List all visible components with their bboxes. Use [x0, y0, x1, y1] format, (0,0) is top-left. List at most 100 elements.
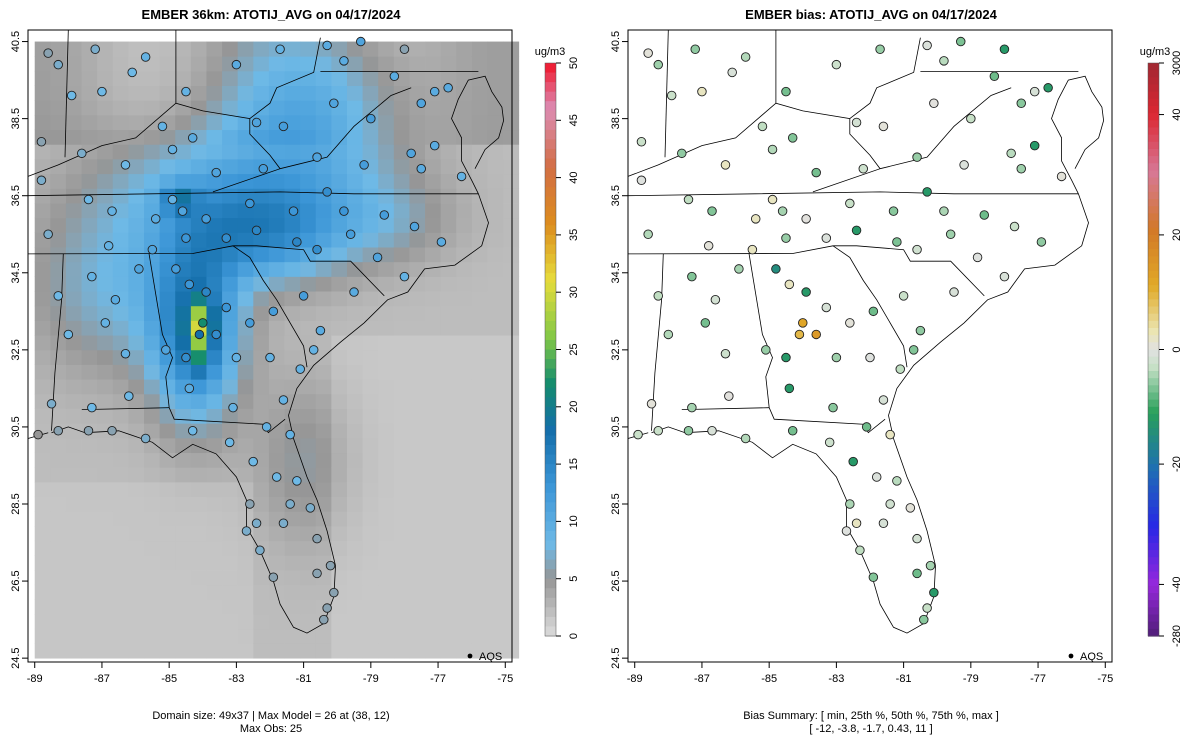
- heatmap-cell: [378, 379, 395, 395]
- heatmap-cell: [128, 217, 145, 233]
- aqs-site-marker: [339, 56, 349, 66]
- bias-site-marker: [841, 526, 852, 536]
- y-tick-label: 28.5: [610, 493, 622, 514]
- heatmap-cell: [128, 599, 145, 615]
- heatmap-cell: [362, 320, 379, 336]
- heatmap-cell: [300, 217, 317, 233]
- heatmap-cell: [175, 217, 192, 233]
- heatmap-cell: [112, 114, 129, 131]
- border-line: [280, 87, 412, 170]
- colorbar-segment: [545, 511, 556, 522]
- aqs-site-marker: [120, 348, 131, 359]
- heatmap-cell: [440, 203, 457, 219]
- heatmap-cell: [268, 232, 285, 248]
- heatmap-cell: [50, 614, 67, 630]
- colorbar-segment: [545, 330, 556, 341]
- bias-site-marker: [787, 426, 798, 436]
- heatmap-cell: [471, 247, 488, 263]
- heatmap-cell: [206, 85, 223, 101]
- colorbar-segment: [1148, 227, 1159, 236]
- heatmap-cell: [409, 320, 426, 336]
- heatmap-cell: [175, 481, 192, 498]
- heatmap-cell: [237, 291, 254, 307]
- heatmap-cell: [268, 599, 285, 615]
- heatmap-cell: [34, 364, 51, 380]
- heatmap-cell: [487, 393, 504, 409]
- colorbar-segment: [1148, 421, 1159, 429]
- heatmap-cell: [253, 467, 270, 483]
- aqs-site-marker: [221, 233, 232, 243]
- heatmap-cell: [503, 188, 520, 204]
- heatmap-cell: [409, 364, 426, 380]
- heatmap-cell: [97, 614, 114, 630]
- heatmap-cell: [471, 364, 488, 380]
- heatmap-cell: [159, 526, 176, 542]
- heatmap-cell: [378, 393, 395, 409]
- heatmap-cell: [128, 614, 145, 630]
- heatmap-cell: [378, 159, 395, 175]
- heatmap-cell: [34, 100, 51, 116]
- aqs-site-marker: [292, 476, 302, 486]
- heatmap-cell: [65, 173, 82, 189]
- heatmap-cell: [346, 70, 363, 87]
- heatmap-cell: [50, 188, 67, 204]
- heatmap-cell: [284, 261, 301, 277]
- heatmap-cell: [50, 276, 67, 292]
- colorbar-tick-label: -40: [1171, 576, 1183, 592]
- colorbar-segment: [1148, 199, 1159, 207]
- heatmap-cell: [268, 643, 285, 659]
- heatmap-cell: [144, 393, 161, 409]
- heatmap-cell: [112, 467, 129, 483]
- aqs-site-marker: [288, 206, 299, 216]
- heatmap-cell: [222, 467, 239, 483]
- bias-site-marker: [898, 291, 909, 301]
- heatmap-cell: [300, 70, 317, 87]
- colorbar-segment: [1148, 320, 1159, 329]
- aqs-site-marker: [416, 98, 427, 108]
- heatmap-cell: [222, 584, 239, 600]
- colorbar-segment: [1148, 385, 1159, 394]
- bias-site-marker: [697, 86, 707, 97]
- heatmap-cell: [503, 481, 520, 498]
- heatmap-cell: [487, 526, 504, 542]
- aqs-site-marker: [63, 329, 74, 340]
- heatmap-cell: [378, 540, 395, 556]
- aqs-site-marker: [409, 221, 420, 232]
- heatmap-cell: [456, 437, 473, 454]
- aqs-site-marker: [329, 587, 339, 598]
- heatmap-cell: [97, 643, 114, 659]
- heatmap-cell: [409, 305, 426, 321]
- heatmap-cell: [144, 335, 161, 351]
- heatmap-cell: [253, 261, 270, 277]
- heatmap-cell: [128, 423, 145, 439]
- heatmap-cell: [206, 408, 223, 424]
- aqs-site-marker: [221, 302, 232, 313]
- bias-summary-footer: Bias Summary: [ min, 25th %, 50th %, 75t…: [743, 710, 999, 722]
- heatmap-cell: [190, 100, 207, 116]
- heatmap-cell: [268, 555, 285, 571]
- heatmap-cell: [112, 144, 129, 160]
- heatmap-cell: [331, 496, 348, 512]
- heatmap-cell: [222, 41, 239, 57]
- heatmap-cell: [487, 584, 504, 600]
- heatmap-cell: [128, 203, 145, 219]
- aqs-site-marker: [312, 568, 322, 579]
- heatmap-cell: [144, 159, 161, 175]
- x-tick-label: -77: [1030, 673, 1046, 685]
- aqs-site-marker: [261, 422, 272, 432]
- colorbar-tick-label: 35: [568, 229, 580, 241]
- heatmap-cell: [81, 570, 98, 586]
- heatmap-cell: [112, 247, 129, 263]
- heatmap-cell: [440, 129, 457, 145]
- bias-site-marker: [851, 225, 862, 236]
- x-tick-label: -79: [963, 673, 979, 685]
- heatmap-cell: [440, 599, 457, 615]
- heatmap-cell: [268, 423, 285, 439]
- heatmap-cell: [81, 555, 98, 571]
- colorbar-segment: [1148, 184, 1159, 193]
- heatmap-cell: [159, 320, 176, 336]
- aqs-site-marker: [53, 426, 64, 436]
- heatmap-cell: [409, 393, 426, 409]
- heatmap-cell: [65, 379, 82, 395]
